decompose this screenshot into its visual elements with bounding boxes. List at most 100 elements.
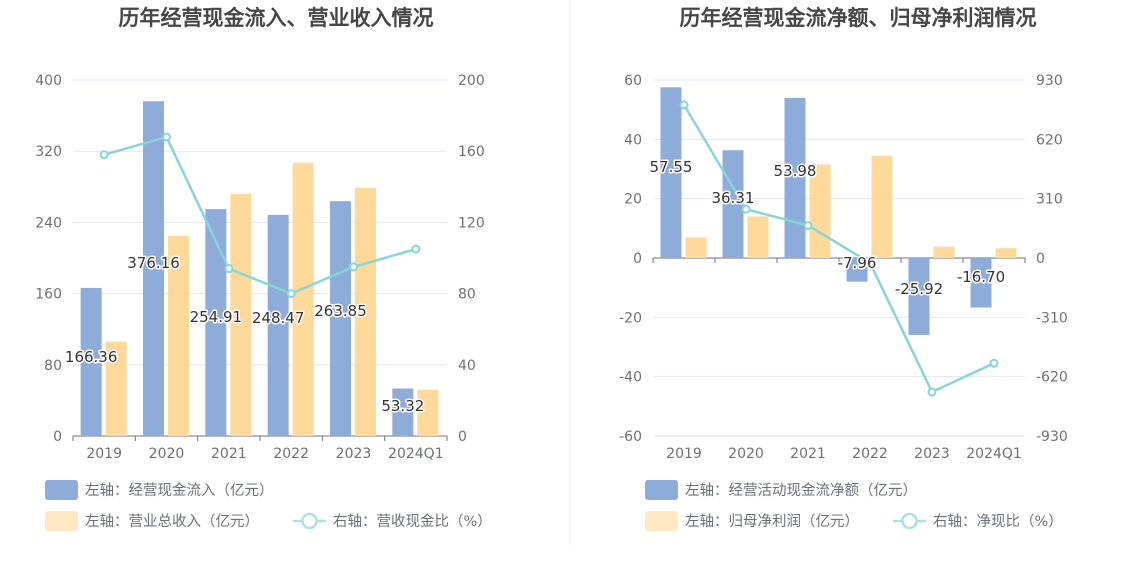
x-axis-tick-label: 2024Q1 (388, 446, 444, 462)
right-axis-tick-label: 620 (1036, 132, 1063, 148)
bar-secondary (355, 187, 376, 436)
left-axis-tick-label: 0 (633, 251, 642, 267)
left-axis-tick-label: 320 (35, 144, 62, 160)
line-point (865, 258, 875, 268)
bar-data-label: 248.47 (252, 309, 305, 327)
legend-item-secondary-bar[interactable]: 左轴：归母净利润（亿元） (645, 511, 859, 531)
legend-item-line[interactable]: 右轴：净现比（%） (893, 512, 1063, 530)
x-axis-tick-label: 2021 (790, 446, 826, 462)
bar-primary (908, 258, 930, 335)
bar-data-label: 166.36 (65, 348, 118, 366)
bar-primary (330, 201, 351, 436)
line-point (803, 220, 813, 230)
bar-data-label: -25.92 (895, 280, 943, 298)
left-axis-tick-label: 20 (624, 192, 642, 208)
line-point (99, 150, 109, 160)
legend-swatch (645, 511, 678, 531)
legend-swatch (645, 480, 678, 500)
bar-data-label: -7.96 (838, 254, 877, 272)
bar-data-label: -16.70 (957, 268, 1005, 286)
legend-label: 右轴：营收现金比（%） (333, 513, 492, 530)
line-series (103, 135, 417, 295)
bar-data-label: 53.32 (381, 397, 424, 415)
right-axis-tick-label: 40 (458, 358, 476, 374)
bar-primary (784, 97, 806, 258)
right-axis-tick-label: -930 (1036, 429, 1068, 445)
legend-label: 左轴：经营活动现金流净额（亿元） (685, 482, 917, 499)
left-axis-tick-label: 80 (44, 358, 62, 374)
right-axis-tick-label: 200 (458, 73, 485, 89)
line-point (224, 264, 234, 274)
legend-label: 左轴：营业总收入（亿元） (85, 513, 259, 530)
left-axis-tick-label: -40 (619, 370, 642, 386)
bar-secondary (685, 237, 707, 258)
line-point (989, 358, 999, 368)
x-axis-tick-label: 2019 (666, 446, 702, 462)
x-axis-tick-label: 2024Q1 (966, 446, 1022, 462)
x-axis-tick-label: 2022 (273, 446, 309, 462)
bar-data-label: 36.31 (712, 189, 755, 207)
bar-secondary (292, 162, 314, 436)
x-axis-tick-label: 2022 (852, 446, 888, 462)
bar-data-label: 254.91 (190, 308, 243, 326)
legend-label: 右轴：净现比（%） (933, 513, 1063, 530)
chart-title: 历年经营现金流净额、归母净利润情况 (680, 6, 1037, 30)
bar-primary (660, 87, 682, 258)
legend-item-primary-bar[interactable]: 左轴：经营活动现金流净额（亿元） (645, 480, 917, 500)
right-axis-tick-label: 0 (1036, 251, 1045, 267)
bar-primary (267, 214, 289, 436)
legend-item-secondary-bar[interactable]: 左轴：营业总收入（亿元） (45, 511, 259, 531)
legend: 左轴：经营现金流入（亿元） 左轴：营业总收入（亿元） 右轴：营收现金比（%） (45, 480, 492, 531)
bar-primary (392, 388, 414, 436)
bar-secondary (871, 155, 893, 258)
x-axis-tick-label: 2020 (149, 446, 185, 462)
right-axis-tick-label: 160 (458, 144, 485, 160)
left-axis-tick-label: 40 (624, 132, 642, 148)
bar-secondary (417, 389, 439, 436)
x-axis-tick-label: 2019 (86, 446, 122, 462)
line-point (349, 262, 358, 272)
left-axis-tick-label: -20 (619, 310, 642, 326)
legend-item-primary-bar[interactable]: 左轴：经营现金流入（亿元） (45, 480, 274, 500)
bar-data-label: 57.55 (650, 158, 693, 176)
x-axis-tick-label: 2023 (336, 446, 372, 462)
right-axis-tick-label: -620 (1036, 370, 1068, 386)
legend-item-line[interactable]: 右轴：营收现金比（%） (293, 512, 492, 530)
legend-line-marker (301, 512, 318, 530)
left-axis-tick-label: 60 (624, 73, 642, 89)
right-axis-tick-label: 930 (1036, 73, 1063, 89)
bar-primary (80, 287, 102, 436)
line-point (411, 244, 421, 254)
left-axis-tick-label: 240 (35, 215, 62, 231)
bar-secondary (995, 248, 1017, 258)
right-axis-tick-label: 310 (1036, 192, 1063, 208)
legend: 左轴：经营活动现金流净额（亿元） 左轴：归母净利润（亿元） 右轴：净现比（%） (645, 480, 1063, 531)
legend-label: 左轴：归母净利润（亿元） (685, 513, 859, 530)
bar-primary (205, 209, 227, 436)
line-point (679, 100, 689, 110)
bar-secondary (168, 235, 189, 436)
line-point (927, 387, 937, 397)
line-series (682, 104, 995, 394)
legend-swatch (45, 511, 78, 531)
bar-primary (970, 258, 992, 308)
bar-data-label: 376.16 (127, 254, 180, 272)
bar-secondary (230, 193, 252, 436)
x-axis-tick-label: 2023 (914, 446, 950, 462)
chart-title: 历年经营现金流入、营业收入情况 (119, 6, 434, 30)
legend-line-marker (901, 512, 918, 530)
left-axis-tick-label: 400 (35, 73, 62, 89)
bar-data-label: 263.85 (314, 302, 367, 320)
bar-primary (846, 258, 868, 282)
left-axis-tick-label: -60 (619, 429, 642, 445)
left-axis-tick-label: 0 (53, 429, 62, 445)
x-axis-tick-label: 2021 (211, 446, 247, 462)
chart-panel-2: 历年经营现金流净额、归母净利润情况 -60 -40 -20 0 20 40 60 -930 -62… (619, 6, 1068, 531)
line-point (286, 289, 296, 299)
left-axis-tick-label: 160 (35, 287, 62, 303)
line-point (741, 204, 751, 214)
bar-data-label: 53.98 (774, 162, 817, 180)
legend-swatch (45, 480, 78, 500)
